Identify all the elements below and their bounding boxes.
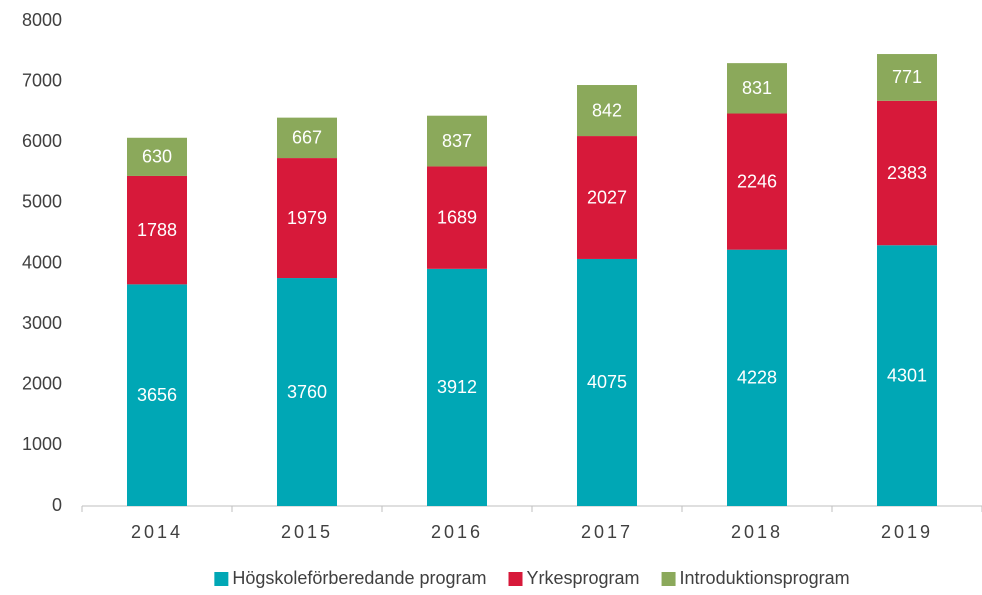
data-label: 2246	[737, 171, 777, 191]
bar-segment	[427, 268, 487, 506]
legend-label: Introduktionsprogram	[680, 568, 850, 588]
legend-label: Yrkesprogram	[527, 568, 640, 588]
data-label: 2027	[587, 187, 627, 207]
data-label: 831	[742, 78, 772, 98]
bar-segment	[577, 136, 637, 259]
bar-segment	[877, 54, 937, 101]
bar-segment	[127, 175, 187, 285]
bar-segment	[427, 166, 487, 269]
bar-segment	[577, 258, 637, 506]
data-label: 3912	[437, 377, 477, 397]
bar-segment	[577, 85, 637, 137]
data-label: 630	[142, 147, 172, 167]
y-tick-label: 8000	[22, 10, 62, 30]
data-label: 667	[292, 128, 322, 148]
data-label: 837	[442, 131, 472, 151]
bar-segment	[277, 278, 337, 506]
legend-label: Högskoleförberedande program	[232, 568, 486, 588]
bar-segment	[127, 137, 187, 176]
bar-segment	[727, 113, 787, 250]
x-tick-label: 2014	[131, 522, 183, 542]
bar-segment	[877, 100, 937, 246]
bar-segment	[727, 249, 787, 507]
x-tick-label: 2015	[281, 522, 333, 542]
legend-swatch	[661, 572, 676, 586]
bar-segment	[877, 245, 937, 506]
x-tick-label: 2017	[581, 522, 633, 542]
y-tick-label: 0	[52, 495, 62, 515]
y-tick-label: 6000	[22, 131, 62, 151]
bar-segment	[277, 117, 337, 159]
y-tick-label: 4000	[22, 252, 62, 272]
x-tick-label: 2019	[881, 522, 933, 542]
y-tick-label: 1000	[22, 434, 62, 454]
data-label: 1979	[287, 208, 327, 228]
y-tick-label: 5000	[22, 192, 62, 212]
data-label: 3656	[137, 385, 177, 405]
data-label: 842	[592, 100, 622, 120]
x-tick-label: 2018	[731, 522, 783, 542]
bar-segment	[727, 63, 787, 114]
legend-swatch	[508, 572, 523, 586]
data-label: 1788	[137, 220, 177, 240]
legend-swatch	[214, 572, 229, 586]
y-tick-label: 7000	[22, 70, 62, 90]
x-tick-label: 2016	[431, 522, 483, 542]
bar-segment	[427, 115, 487, 167]
bar-segment	[277, 158, 337, 279]
y-tick-label: 2000	[22, 374, 62, 394]
data-label: 771	[892, 67, 922, 87]
y-tick-label: 3000	[22, 313, 62, 333]
bar-segment	[127, 284, 187, 506]
data-label: 4075	[587, 372, 627, 392]
data-label: 3760	[287, 382, 327, 402]
data-label: 4228	[737, 368, 777, 388]
data-label: 4301	[887, 365, 927, 385]
data-label: 1689	[437, 207, 477, 227]
data-label: 2383	[887, 163, 927, 183]
